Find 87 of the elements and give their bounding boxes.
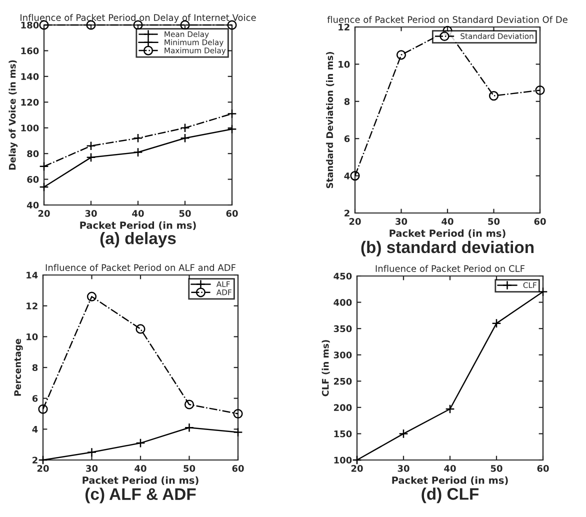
y-tick-label: 140 bbox=[21, 73, 39, 80]
point bbox=[352, 455, 362, 465]
x-tick-label: 30 bbox=[86, 465, 98, 472]
y-tick-label: 150 bbox=[334, 430, 352, 438]
y-tick-label: 2 bbox=[344, 210, 350, 216]
point bbox=[538, 286, 548, 297]
y-tick-label: 4 bbox=[32, 426, 38, 433]
y-tick-label: 10 bbox=[26, 333, 38, 340]
y-tick-label: 4 bbox=[344, 172, 350, 180]
text: (b) standard deviation bbox=[361, 240, 534, 256]
x-tick-label: 20 bbox=[37, 465, 49, 472]
point bbox=[180, 20, 190, 30]
y-tick-label: 6 bbox=[344, 135, 350, 142]
x-axis-title: Packet Period (in ms) bbox=[390, 229, 506, 238]
point bbox=[488, 91, 499, 101]
x-tick-label: 20 bbox=[349, 218, 361, 225]
x-tick-label: 60 bbox=[534, 218, 546, 225]
x-tick-label: 30 bbox=[85, 210, 97, 217]
y-tick-label: 160 bbox=[21, 47, 39, 54]
point bbox=[535, 85, 545, 96]
y-axis-title: Standard Deviation (in ms) bbox=[326, 52, 334, 188]
x-axis-title: Packet Period (in ms) bbox=[392, 476, 508, 486]
point bbox=[396, 50, 406, 60]
point bbox=[227, 108, 237, 119]
y-tick-label: 60 bbox=[27, 176, 39, 183]
y-tick-label: 450 bbox=[334, 272, 352, 280]
point bbox=[136, 438, 146, 448]
x-tick-label: 50 bbox=[488, 218, 500, 225]
x-tick-label: 60 bbox=[537, 465, 549, 472]
y-tick-label: 40 bbox=[26, 202, 39, 209]
y-tick-label: 14 bbox=[26, 272, 38, 278]
y-axis-title: CLF (in ms) bbox=[322, 340, 330, 396]
x-tick-label: 40 bbox=[134, 465, 146, 472]
x-tick-label: 40 bbox=[442, 218, 454, 225]
y-tick-label: 120 bbox=[21, 98, 39, 106]
y-tick-label: 180 bbox=[21, 22, 39, 29]
y-tick-label: 8 bbox=[32, 364, 38, 372]
point bbox=[38, 455, 48, 465]
chart-title: Influence of Packet Period on Delay of Internet Voice bbox=[20, 14, 256, 23]
point bbox=[227, 20, 237, 30]
text: (c) ALF & ADF bbox=[85, 488, 196, 504]
x-tick-label: 40 bbox=[444, 465, 456, 472]
point bbox=[350, 171, 360, 181]
x-tick-label: 30 bbox=[398, 465, 410, 472]
text: (a) delays bbox=[100, 232, 176, 248]
point bbox=[133, 20, 143, 30]
x-axis-title: Packet Period (in ms) bbox=[80, 221, 196, 230]
x-tick-label: 20 bbox=[351, 465, 363, 472]
point bbox=[39, 20, 49, 30]
y-tick-label: 8 bbox=[344, 98, 350, 105]
x-tick-label: 50 bbox=[490, 465, 502, 472]
point bbox=[233, 408, 243, 419]
x-tick-label: 60 bbox=[226, 210, 238, 217]
point bbox=[445, 404, 455, 414]
point bbox=[136, 324, 146, 334]
point bbox=[86, 292, 97, 302]
y-axis-title: Percentage bbox=[14, 338, 23, 396]
chart-title: Influence of Packet Period on CLF bbox=[376, 264, 525, 272]
y-tick-label: 100 bbox=[334, 456, 352, 464]
x-tick-label: 50 bbox=[184, 465, 196, 472]
y-tick-label: 250 bbox=[334, 378, 352, 385]
y-tick-label: 12 bbox=[26, 302, 38, 310]
y-tick-label: 10 bbox=[338, 60, 350, 68]
y-tick-label: 100 bbox=[21, 124, 39, 132]
point bbox=[86, 20, 96, 30]
y-tick-label: 80 bbox=[27, 150, 39, 158]
y-tick-label: 300 bbox=[334, 352, 352, 358]
y-tick-label: 350 bbox=[334, 325, 352, 332]
chart-title: Influence of Packet Period on ALF and ADF bbox=[46, 264, 236, 271]
point bbox=[39, 162, 49, 172]
point bbox=[39, 182, 49, 192]
x-tick-label: 50 bbox=[179, 210, 191, 217]
x-tick-label: 30 bbox=[396, 218, 408, 225]
y-tick-label: 6 bbox=[32, 395, 38, 402]
y-tick-label: 200 bbox=[334, 404, 352, 411]
point bbox=[38, 404, 48, 414]
y-tick-label: 2 bbox=[32, 456, 38, 464]
x-tick-label: 20 bbox=[38, 210, 50, 217]
y-tick-label: 400 bbox=[334, 299, 352, 306]
point bbox=[184, 400, 194, 410]
y-tick-label: 12 bbox=[338, 24, 350, 30]
x-tick-label: 60 bbox=[232, 465, 244, 472]
y-axis-title: Delay of Voice (in ms) bbox=[8, 60, 18, 170]
x-axis-title: Packet Period (in ms) bbox=[82, 476, 198, 486]
chart-title: fluence of Packet Period on Standard Deviation Of De bbox=[327, 16, 568, 23]
x-tick-label: 40 bbox=[132, 210, 144, 217]
text: (d) CLF bbox=[422, 488, 479, 504]
